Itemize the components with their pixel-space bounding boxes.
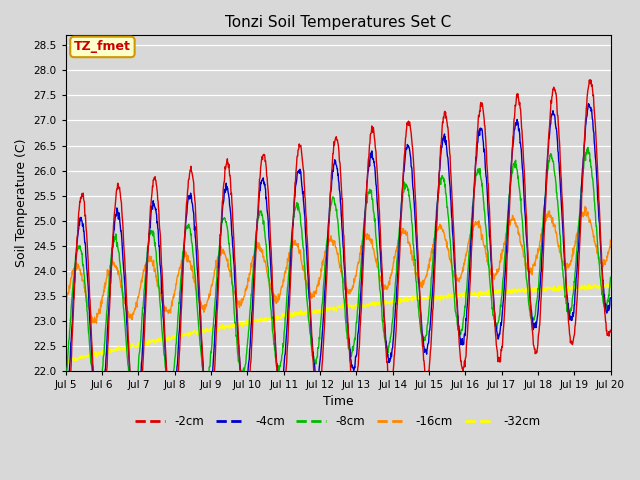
- -4cm: [512, 120, 520, 126]
- Line: -32cm: -32cm: [66, 285, 611, 362]
- Y-axis label: Soil Temperature (C): Soil Temperature (C): [15, 139, 28, 267]
- -2cm: [289, 221, 297, 227]
- -8cm: [289, 216, 297, 222]
- X-axis label: Time: Time: [323, 396, 353, 408]
- -16cm: [93, 321, 100, 326]
- -32cm: [512, 290, 520, 296]
- -16cm: [276, 291, 284, 297]
- -4cm: [62, 416, 70, 422]
- -2cm: [182, 201, 190, 207]
- Line: -8cm: -8cm: [66, 147, 611, 406]
- -2cm: [586, 77, 594, 83]
- -16cm: [559, 261, 566, 266]
- -4cm: [559, 219, 566, 225]
- -2cm: [62, 449, 70, 455]
- Line: -2cm: -2cm: [66, 80, 611, 453]
- -2cm: [97, 450, 104, 456]
- -8cm: [276, 363, 284, 369]
- -32cm: [62, 357, 70, 363]
- -8cm: [584, 144, 591, 150]
- -8cm: [607, 275, 614, 280]
- -16cm: [512, 220, 520, 226]
- Title: Tonzi Soil Temperatures Set C: Tonzi Soil Temperatures Set C: [225, 15, 451, 30]
- -32cm: [289, 311, 297, 317]
- -16cm: [422, 273, 429, 279]
- -2cm: [607, 327, 614, 333]
- -32cm: [605, 282, 613, 288]
- -32cm: [559, 284, 566, 290]
- -8cm: [182, 226, 190, 231]
- -8cm: [422, 333, 429, 338]
- Line: -4cm: -4cm: [66, 104, 611, 429]
- -2cm: [422, 372, 429, 378]
- -16cm: [182, 252, 190, 258]
- Text: TZ_fmet: TZ_fmet: [74, 40, 131, 53]
- -2cm: [512, 103, 520, 109]
- -32cm: [607, 283, 614, 289]
- Legend: -2cm, -4cm, -8cm, -16cm, -32cm: -2cm, -4cm, -8cm, -16cm, -32cm: [131, 410, 546, 433]
- -32cm: [64, 360, 72, 365]
- -4cm: [585, 101, 593, 107]
- -2cm: [559, 201, 566, 207]
- -4cm: [95, 426, 102, 432]
- -4cm: [289, 222, 297, 228]
- -16cm: [289, 241, 297, 247]
- -16cm: [581, 204, 589, 209]
- -32cm: [276, 315, 284, 321]
- -2cm: [276, 404, 284, 410]
- -8cm: [62, 376, 70, 382]
- -4cm: [607, 295, 614, 301]
- -4cm: [422, 349, 429, 355]
- -16cm: [607, 237, 614, 243]
- -8cm: [94, 403, 102, 408]
- -4cm: [276, 381, 284, 386]
- -8cm: [512, 157, 520, 163]
- -8cm: [559, 267, 566, 273]
- Line: -16cm: -16cm: [66, 206, 611, 324]
- -32cm: [182, 332, 190, 337]
- -32cm: [422, 296, 429, 302]
- -16cm: [62, 305, 70, 311]
- -4cm: [182, 213, 190, 218]
